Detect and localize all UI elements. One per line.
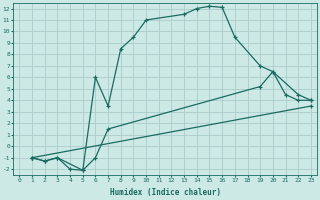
X-axis label: Humidex (Indice chaleur): Humidex (Indice chaleur) <box>110 188 220 197</box>
